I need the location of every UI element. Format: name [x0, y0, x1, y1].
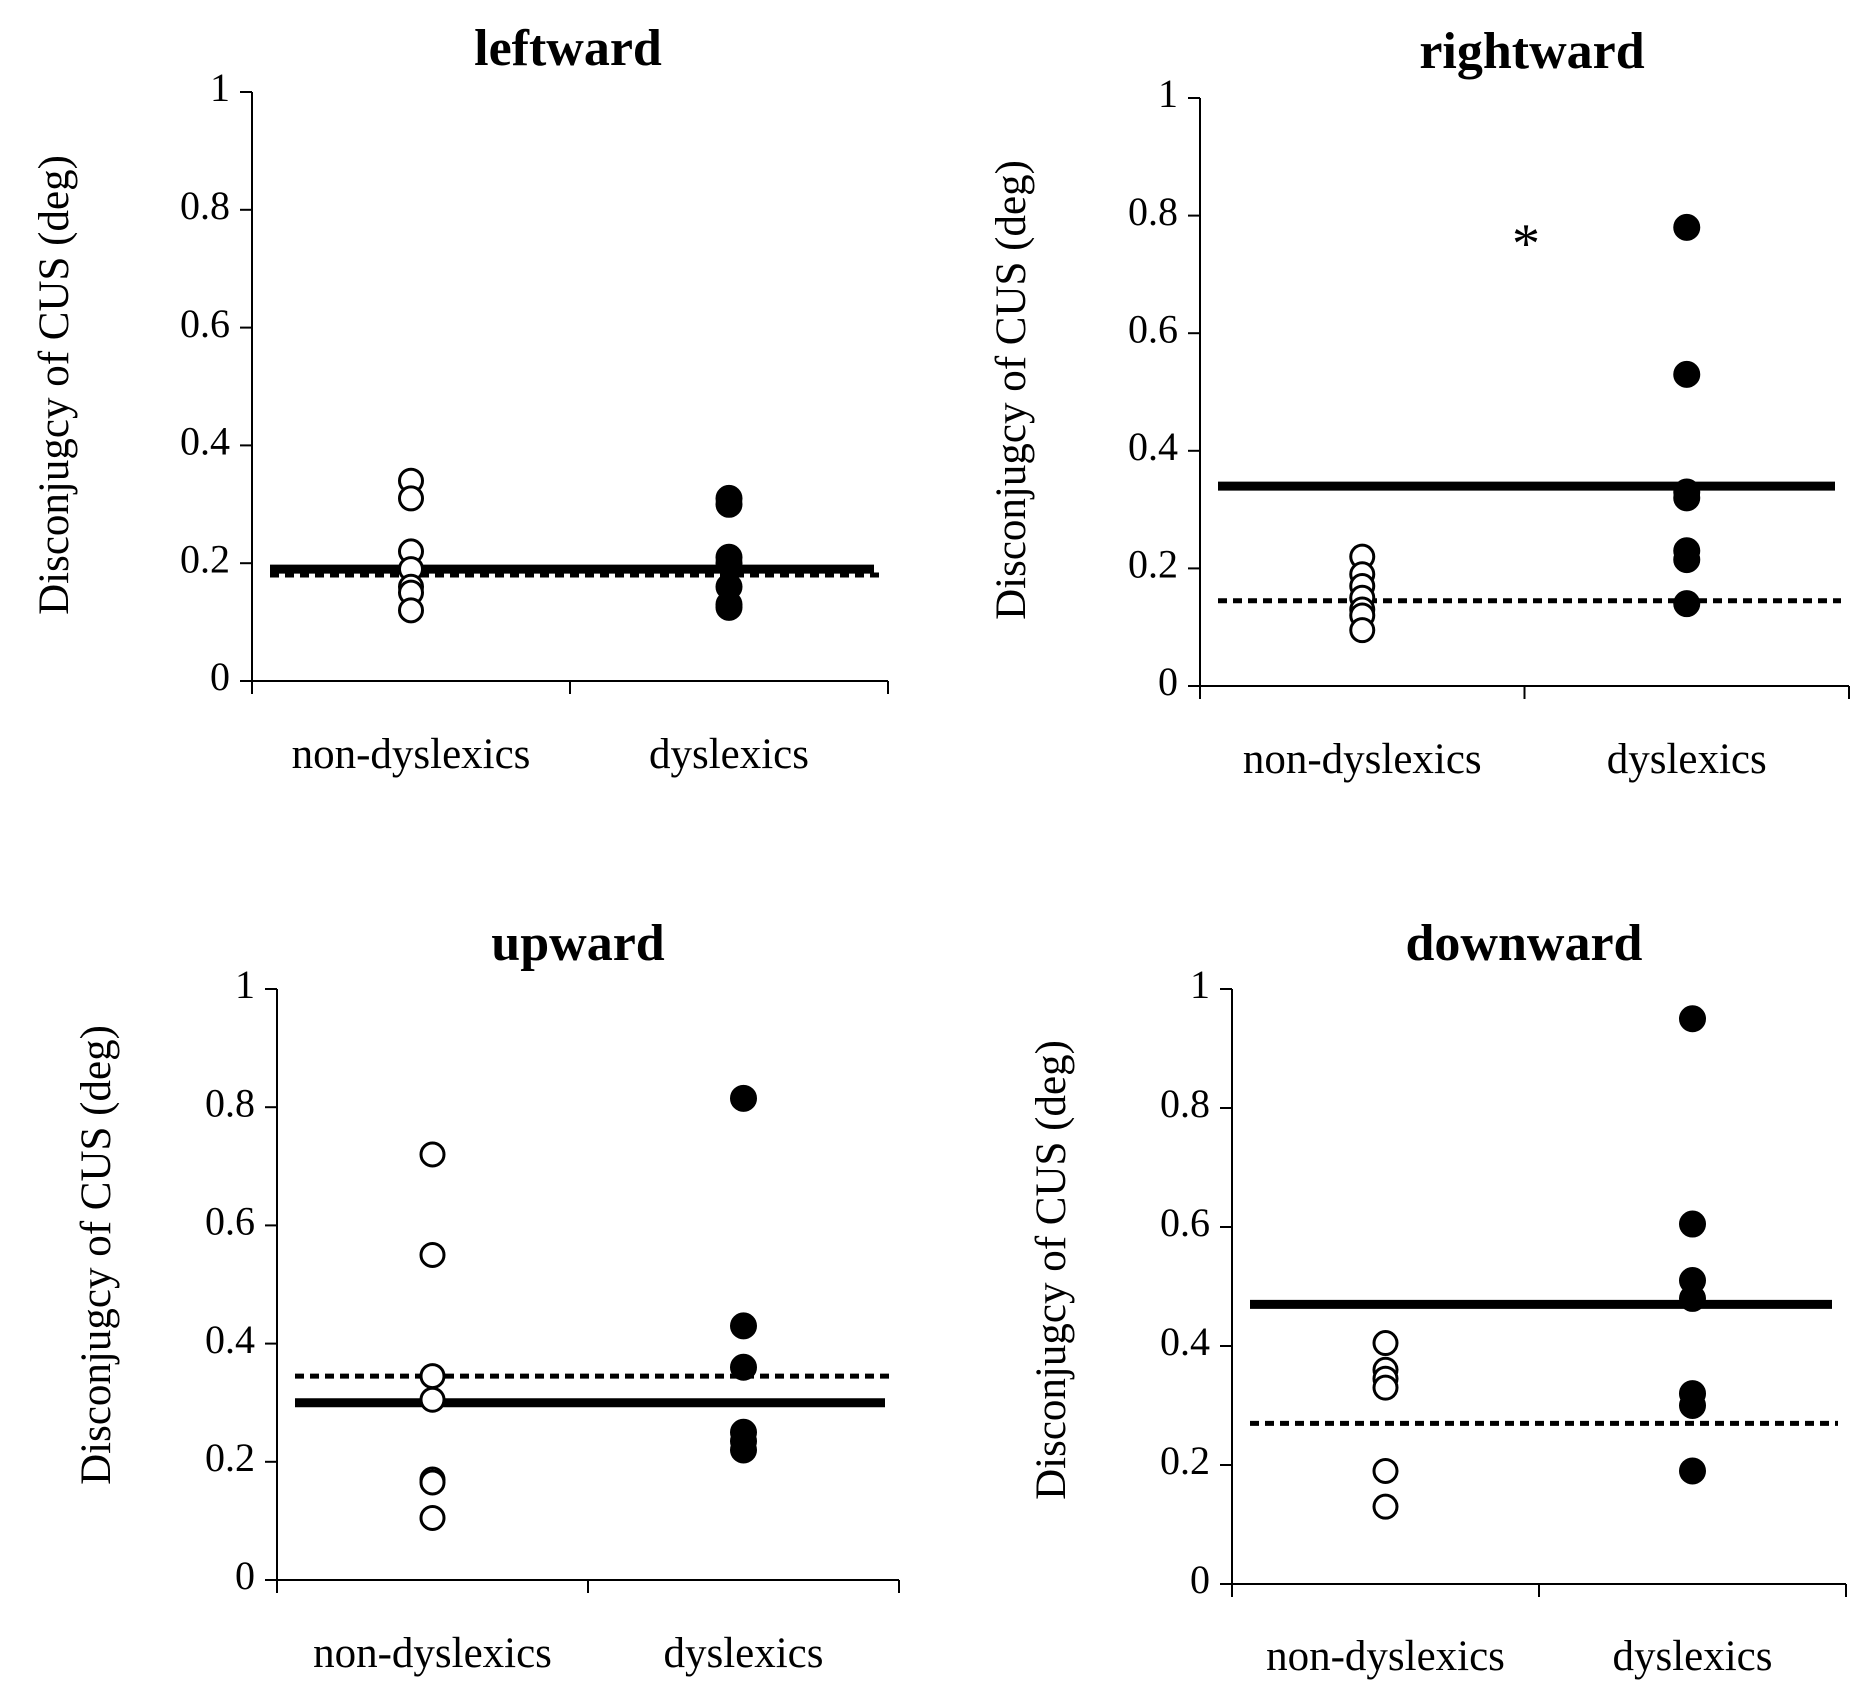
y-tick-label: 0 — [235, 1553, 255, 1598]
data-point-open — [1372, 1457, 1399, 1484]
chart-title: upward — [491, 915, 664, 972]
data-point-filled — [1679, 1005, 1706, 1033]
data-point-filled — [1679, 1457, 1706, 1485]
x-category-label: dyslexics — [663, 1630, 823, 1677]
data-point-open — [419, 1141, 446, 1168]
data-point-filled — [1673, 360, 1701, 388]
y-tick-label: 0.2 — [1160, 1438, 1210, 1483]
y-tick-label: 0.6 — [180, 301, 230, 346]
data-point-filled — [1673, 590, 1701, 618]
chart-title: rightward — [1419, 23, 1644, 80]
data-point-open — [419, 1363, 446, 1390]
data-point-filled — [715, 593, 743, 621]
data-point-open — [419, 1241, 446, 1268]
x-category-label: dyslexics — [649, 731, 809, 778]
y-tick-label: 0.8 — [1160, 1081, 1210, 1126]
y-tick-label: 0.6 — [205, 1199, 255, 1244]
y-tick-label: 1 — [210, 65, 230, 110]
data-point-open — [1349, 617, 1376, 644]
panel-rightward: rightward Disconjugcy of CUS (deg) 0 0.2 0.4… — [988, 23, 1850, 783]
data-point-open — [419, 1386, 446, 1413]
y-tick-label: 0.2 — [180, 536, 230, 581]
y-tick-label: 0.8 — [180, 183, 230, 228]
data-point-filled — [1673, 546, 1701, 574]
data-point-filled — [715, 490, 743, 518]
y-tick-label: 0.6 — [1128, 306, 1178, 351]
panel-downward: downward Disconjugcy of CUS (deg) 0 0.2 0.4 0… — [1028, 915, 1847, 1680]
data-point-filled — [730, 1436, 757, 1464]
data-point-filled — [730, 1312, 757, 1340]
y-tick-label: 0.2 — [1128, 542, 1178, 587]
y-tick-label: 1 — [235, 962, 255, 1007]
y-tick-label: 0.8 — [1128, 189, 1178, 234]
y-tick-label: 0.4 — [180, 419, 230, 464]
panel-leftward: leftward Disconjugcy of CUS (deg) 0 0.2 0.4 0… — [31, 20, 889, 778]
y-tick-label: 0.4 — [205, 1317, 255, 1362]
data-point-open — [1372, 1374, 1399, 1401]
significance-asterisk: * — [1512, 213, 1540, 275]
data-point-filled — [715, 549, 743, 577]
data-point-filled — [1673, 484, 1701, 512]
data-point-open — [398, 597, 424, 624]
y-tick-label: 0.6 — [1160, 1200, 1210, 1245]
x-category-label: dyslexics — [1612, 1633, 1772, 1680]
data-point-filled — [730, 1084, 757, 1112]
y-axis-title: Disconjugcy of CUS (deg) — [31, 155, 78, 615]
y-tick-label: 0.8 — [205, 1080, 255, 1125]
y-tick-label: 0.4 — [1128, 424, 1178, 469]
data-point-filled — [1673, 213, 1701, 241]
x-category-label: dyslexics — [1607, 736, 1767, 783]
data-point-filled — [1679, 1284, 1706, 1312]
y-axis-title: Disconjugcy of CUS (deg) — [988, 160, 1035, 620]
data-point-filled — [1679, 1392, 1706, 1419]
data-point-filled — [730, 1353, 757, 1381]
data-point-filled — [1679, 1210, 1706, 1238]
data-point-open — [1372, 1493, 1399, 1520]
x-category-label: non-dyslexics — [313, 1630, 552, 1677]
y-tick-label: 1 — [1190, 962, 1210, 1007]
y-tick-label: 0.2 — [205, 1435, 255, 1480]
y-tick-label: 0.4 — [1160, 1319, 1210, 1364]
x-category-label: non-dyslexics — [1266, 1633, 1505, 1680]
x-category-label: non-dyslexics — [292, 731, 531, 778]
chart-title: downward — [1406, 915, 1643, 972]
panel-upward: upward Disconjugcy of CUS (deg) 0 0.2 0.4 0.6… — [73, 915, 900, 1677]
y-tick-label: 0 — [1158, 659, 1178, 704]
y-axis-title: Disconjugcy of CUS (deg) — [1028, 1040, 1075, 1500]
data-point-open — [1372, 1330, 1399, 1357]
data-point-open — [419, 1469, 446, 1496]
y-tick-label: 1 — [1158, 71, 1178, 116]
data-point-open — [398, 485, 424, 512]
chart-title: leftward — [474, 20, 662, 77]
y-tick-label: 0 — [210, 654, 230, 699]
x-category-label: non-dyslexics — [1243, 736, 1482, 783]
y-axis-title: Disconjugcy of CUS (deg) — [73, 1025, 120, 1485]
data-point-open — [419, 1504, 446, 1531]
y-tick-label: 0 — [1190, 1557, 1210, 1602]
